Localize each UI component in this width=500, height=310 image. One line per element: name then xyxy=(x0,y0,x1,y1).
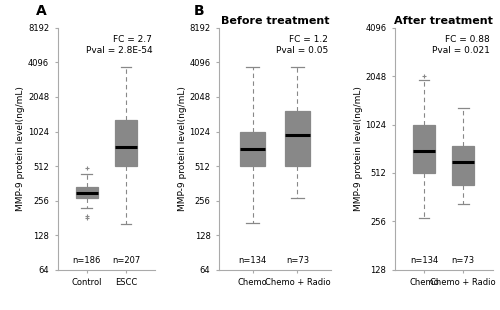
Text: n=207: n=207 xyxy=(112,256,140,265)
PathPatch shape xyxy=(414,125,435,173)
Text: FC = 1.2
Pval = 0.05: FC = 1.2 Pval = 0.05 xyxy=(276,35,328,55)
Text: FC = 0.88
Pval = 0.021: FC = 0.88 Pval = 0.021 xyxy=(432,35,490,55)
Text: n=186: n=186 xyxy=(72,256,101,265)
Text: A: A xyxy=(36,4,47,18)
Title: Before treatment: Before treatment xyxy=(220,16,329,26)
Text: n=73: n=73 xyxy=(452,256,474,265)
Text: FC = 2.7
Pval = 2.8E-54: FC = 2.7 Pval = 2.8E-54 xyxy=(86,35,152,55)
PathPatch shape xyxy=(76,187,98,198)
Text: n=134: n=134 xyxy=(238,256,266,265)
Title: After treatment: After treatment xyxy=(394,16,493,26)
Text: B: B xyxy=(194,4,204,18)
Text: n=73: n=73 xyxy=(286,256,309,265)
PathPatch shape xyxy=(240,131,265,166)
Y-axis label: MMP-9 protein level(ng/mL): MMP-9 protein level(ng/mL) xyxy=(354,86,362,211)
Y-axis label: MMP-9 protein level(ng/mL): MMP-9 protein level(ng/mL) xyxy=(178,86,186,211)
Y-axis label: MMP-9 protein level(ng/mL): MMP-9 protein level(ng/mL) xyxy=(16,86,26,211)
Text: n=134: n=134 xyxy=(410,256,438,265)
PathPatch shape xyxy=(115,121,136,166)
PathPatch shape xyxy=(452,146,474,185)
PathPatch shape xyxy=(285,112,310,166)
